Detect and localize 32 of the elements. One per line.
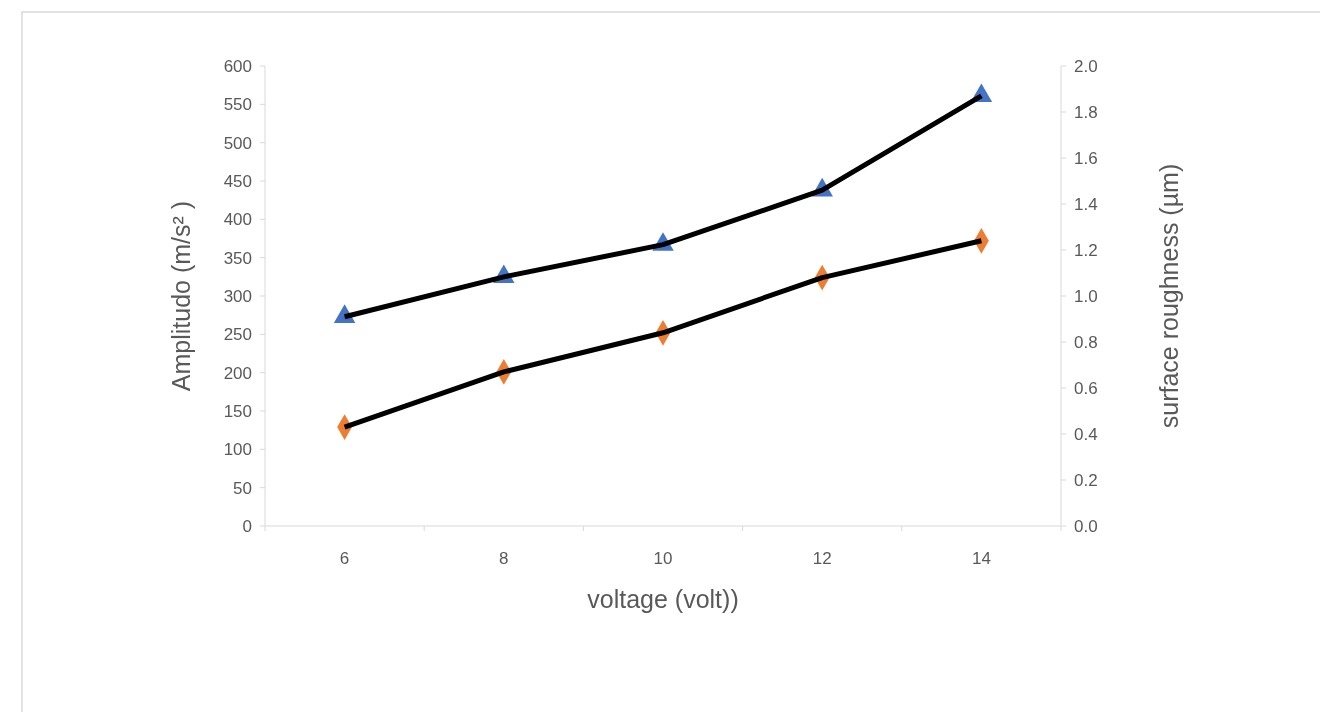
x-axis-title: voltage (volt)) [587, 585, 739, 613]
y-tick-label: 150 [223, 401, 252, 421]
y2-axis-title: surface roughness (µm) [1155, 163, 1183, 429]
y2-tick-label: 0.6 [1074, 378, 1098, 398]
y-tick-label: 550 [223, 95, 252, 115]
y-tick-label: 450 [223, 171, 252, 191]
y-tick-label: 300 [223, 286, 252, 306]
y-tick-label: 500 [223, 133, 252, 153]
y2-tick-label: 1.6 [1074, 148, 1098, 168]
y-tick-label: 350 [223, 248, 252, 268]
y2-tick-label: 2.0 [1074, 56, 1098, 76]
y-tick-label: 200 [223, 363, 252, 383]
x-tick-label: 14 [971, 549, 991, 568]
y2-tick-label: 0.0 [1074, 516, 1098, 536]
y2-tick-label: 1.4 [1074, 194, 1098, 214]
x-tick-label: 10 [653, 549, 673, 568]
y2-tick-label: 0.2 [1074, 470, 1098, 490]
y2-tick-label: 1.0 [1074, 286, 1098, 306]
y-tick-label: 100 [223, 440, 252, 460]
y2-tick-label: 0.8 [1074, 332, 1098, 352]
x-tick-label: 6 [339, 549, 350, 568]
y-tick-label: 600 [223, 56, 252, 76]
y2-tick-label: 0.4 [1074, 424, 1098, 444]
y2-tick-label: 1.8 [1074, 102, 1098, 122]
x-tick-label: 8 [499, 549, 509, 568]
y-tick-label: 400 [223, 210, 252, 230]
y-tick-label: 50 [233, 478, 252, 498]
y-axis-title: Amplitudo (m/s² ) [167, 200, 195, 392]
y2-tick-label: 1.2 [1074, 240, 1098, 260]
y-tick-label: 250 [223, 325, 252, 345]
x-tick-label: 12 [812, 549, 832, 568]
y-tick-label: 0 [242, 516, 252, 536]
